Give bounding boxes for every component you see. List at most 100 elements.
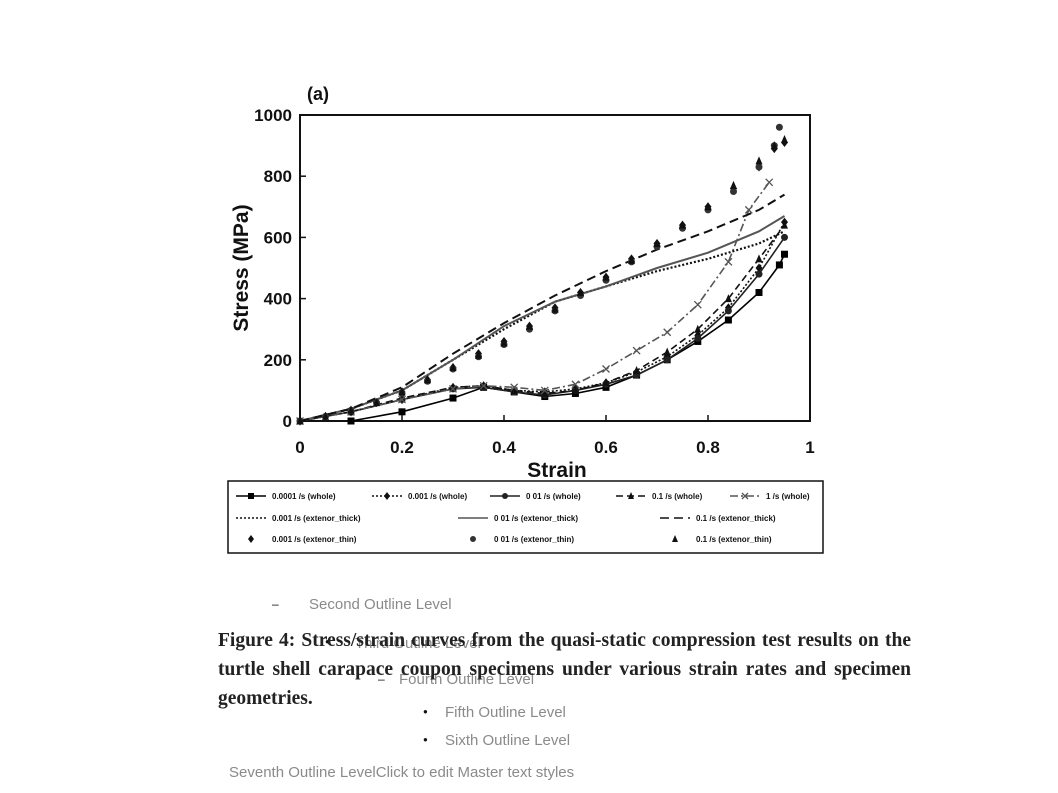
data-point — [781, 250, 788, 258]
data-point — [724, 257, 733, 266]
data-point — [449, 394, 457, 402]
data-point — [775, 261, 783, 269]
data-point — [755, 156, 763, 165]
tick-layer: 0 0.2 0.4 0.6 0.8 1 0 200 400 600 800 1000 — [254, 106, 815, 457]
data-point — [755, 270, 763, 278]
data-point — [663, 347, 671, 356]
dot-bullet-3: ● — [325, 637, 330, 646]
series-line — [299, 193, 786, 422]
y-tick-label: 200 — [264, 351, 292, 370]
data-point — [510, 385, 518, 394]
data-point — [602, 272, 610, 281]
data-point — [704, 202, 712, 211]
data-point — [475, 350, 482, 359]
data-point — [741, 492, 749, 500]
series-solid-gray — [299, 215, 786, 422]
data-point — [347, 405, 355, 414]
data-point — [653, 239, 661, 248]
y-tick-label: 1000 — [254, 106, 292, 125]
data-point — [694, 324, 702, 333]
data-point — [248, 493, 254, 499]
data-point — [398, 408, 406, 416]
data-point — [248, 535, 254, 543]
data-point — [628, 255, 635, 264]
data-point — [755, 288, 763, 296]
legend-label: 0 01 /s (whole) — [526, 492, 581, 501]
data-point — [672, 535, 678, 542]
series-triangle — [296, 134, 788, 425]
data-point — [541, 388, 549, 397]
data-point — [724, 307, 732, 315]
x-tick-label: 0.4 — [492, 438, 516, 457]
data-point — [663, 328, 672, 337]
dot-bullet-6: ● — [423, 735, 428, 744]
legend-label: 0.1 /s (whole) — [652, 492, 703, 501]
data-point — [479, 381, 488, 390]
series-line — [299, 215, 786, 422]
x-tick-label: 0.2 — [390, 438, 414, 457]
series-dash-triangle — [296, 220, 788, 425]
data-point — [744, 205, 753, 214]
dash-bullet-4: – — [378, 672, 385, 686]
legend-item: 0 01 /s (extenor_thin) — [470, 535, 574, 544]
data-point — [424, 375, 431, 384]
data-point — [384, 492, 390, 500]
data-point — [347, 417, 355, 425]
data-point — [765, 178, 774, 187]
data-point — [633, 366, 641, 375]
data-point — [679, 220, 686, 229]
figure-caption: Figure 4: Stress/strain curves from the … — [218, 630, 911, 709]
x-tick-label: 0 — [295, 438, 304, 457]
data-point — [449, 382, 457, 391]
data-point — [724, 294, 732, 303]
legend-item: 0 01 /s (extenor_thick) — [458, 514, 578, 523]
legend-item: 0 01 /s (whole) — [490, 492, 581, 501]
legend-label: 0.001 /s (extenor_thin) — [272, 535, 357, 544]
x-axis-title: Strain — [527, 459, 587, 482]
data-point — [755, 254, 763, 263]
data-point — [449, 384, 457, 393]
data-point — [571, 380, 580, 389]
series-layer — [296, 123, 788, 426]
data-point — [781, 233, 788, 241]
legend-item: 1 /s (whole) — [730, 492, 810, 501]
legend-label: 0.001 /s (whole) — [408, 492, 467, 501]
legend: 0.0001 /s (whole) 0.001 /s (whole) 0 01 /s… — [236, 492, 810, 544]
legend-item: 0.001 /s (extenor_thin) — [248, 535, 357, 544]
data-point — [373, 398, 380, 407]
data-point — [693, 300, 702, 309]
legend-label: 0.001 /s (extenor_thick) — [272, 514, 361, 523]
y-axis-title: Stress (MPa) — [230, 204, 253, 331]
y-tick-label: 800 — [264, 167, 292, 186]
dot-bullet-5: ● — [423, 707, 428, 716]
data-point — [540, 386, 549, 395]
x-tick-label: 1 — [805, 438, 814, 457]
y-tick-label: 0 — [283, 412, 292, 431]
data-point — [755, 163, 763, 171]
data-point — [781, 220, 788, 229]
data-point — [500, 338, 508, 347]
legend-label: 0 01 /s (extenor_thin) — [494, 535, 574, 544]
data-point — [526, 321, 533, 330]
legend-label: 0 01 /s (extenor_thick) — [494, 514, 578, 523]
legend-label: 0.1 /s (extenor_thick) — [696, 514, 776, 523]
x-tick-label: 0.6 — [594, 438, 618, 457]
data-point — [628, 492, 634, 499]
data-point — [730, 180, 737, 189]
outline-level-5: Fifth Outline Level — [445, 704, 566, 721]
legend-label: 0.1 /s (extenor_thin) — [696, 535, 772, 544]
data-point — [398, 387, 406, 396]
legend-item: 0.001 /s (whole) — [372, 492, 467, 501]
legend-box — [227, 480, 824, 554]
plot-area — [299, 114, 811, 422]
data-point — [694, 334, 702, 342]
data-point — [571, 385, 579, 394]
y-tick-label: 600 — [264, 228, 292, 247]
panel-label: (a) — [307, 84, 329, 104]
data-point — [781, 134, 788, 143]
data-point — [602, 378, 610, 387]
data-point — [602, 365, 610, 373]
y-tick-label: 400 — [264, 290, 292, 309]
data-point — [398, 395, 406, 404]
legend-item: 0.1 /s (extenor_thin) — [672, 535, 772, 544]
